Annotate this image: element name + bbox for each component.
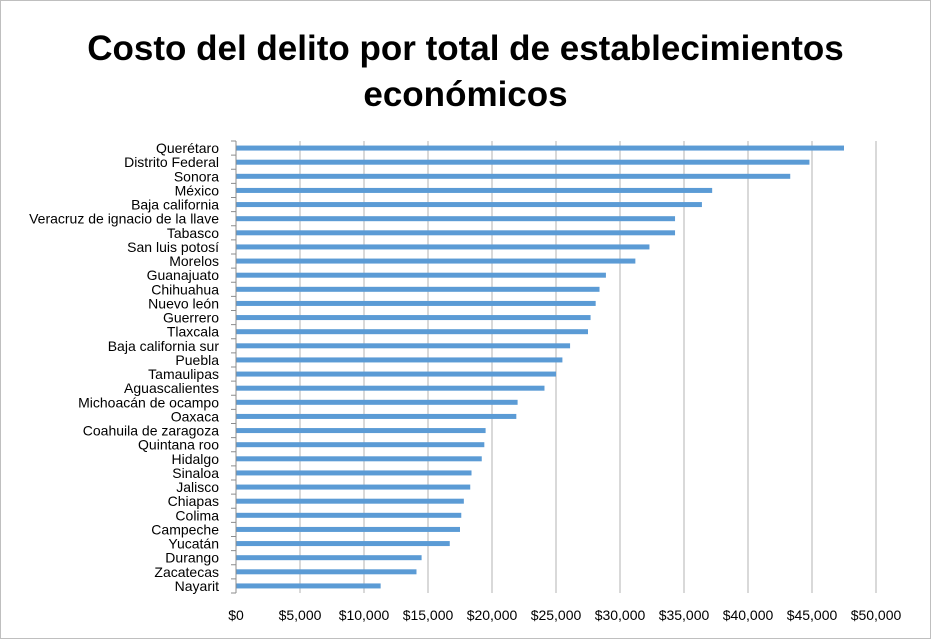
bar — [236, 428, 486, 434]
category-label: Zacatecas — [154, 564, 219, 580]
bar — [236, 272, 606, 278]
bar — [236, 512, 462, 518]
category-label: Tabasco — [167, 225, 219, 241]
bar — [236, 300, 596, 306]
bar — [236, 159, 810, 165]
category-label: Nuevo león — [148, 295, 219, 311]
bar — [236, 583, 381, 589]
bar — [236, 484, 471, 490]
category-label: Coahuila de zaragoza — [83, 423, 219, 439]
category-label: Oaxaca — [171, 408, 219, 424]
bars — [236, 145, 844, 589]
bar — [236, 173, 791, 179]
axes — [231, 140, 237, 594]
category-label: Yucatán — [168, 536, 219, 552]
x-tick-label: $45,000 — [787, 607, 838, 623]
bar — [236, 413, 517, 419]
x-tick-label: $35,000 — [659, 607, 710, 623]
category-label: San luis potosí — [127, 239, 219, 255]
bar — [236, 399, 518, 405]
bar — [236, 541, 450, 547]
category-label: Tlaxcala — [167, 324, 219, 340]
bar — [236, 216, 676, 222]
bar — [236, 442, 485, 448]
category-label: Veracruz de ignacio de la llave — [29, 211, 219, 227]
bar — [236, 145, 844, 151]
category-label: Sonora — [174, 168, 219, 184]
x-tick-label: $5,000 — [279, 607, 322, 623]
category-label: Tamaulipas — [148, 366, 219, 382]
bar — [236, 470, 472, 476]
category-label: Morelos — [169, 253, 219, 269]
category-label: Durango — [165, 550, 219, 566]
category-label: Nayarit — [175, 578, 219, 594]
bar — [236, 230, 676, 236]
bar — [236, 498, 464, 504]
category-label: Colima — [175, 507, 219, 523]
bar — [236, 187, 713, 193]
category-label: México — [175, 182, 220, 198]
bar — [236, 526, 460, 532]
bar — [236, 202, 702, 208]
category-label: Guerrero — [163, 310, 219, 326]
category-label: Sinaloa — [172, 465, 219, 481]
category-label: Campeche — [151, 521, 219, 537]
category-label: Puebla — [175, 352, 219, 368]
bar — [236, 343, 571, 349]
x-tick-label: $15,000 — [403, 607, 454, 623]
category-label: Michoacán de ocampo — [78, 394, 219, 410]
bar — [236, 286, 600, 292]
bar — [236, 329, 588, 335]
x-tick-labels: $0 $5,000 $10,000 $15,000 $20,000 $25,000 $30,… — [228, 607, 901, 623]
category-label: Chihuahua — [151, 281, 219, 297]
bar — [236, 569, 417, 575]
category-label: Chiapas — [168, 493, 219, 509]
bar — [236, 371, 556, 377]
x-tick-label: $50,000 — [851, 607, 902, 623]
x-tick-label: $40,000 — [723, 607, 774, 623]
category-label: Baja california sur — [108, 338, 220, 354]
x-tick-label: $10,000 — [339, 607, 390, 623]
x-tick-label: $30,000 — [595, 607, 646, 623]
bar — [236, 555, 422, 561]
bar — [236, 357, 563, 363]
bar — [236, 385, 545, 391]
bar — [236, 456, 482, 462]
x-tick-label: $25,000 — [531, 607, 582, 623]
bar — [236, 315, 591, 321]
x-tick-label: $20,000 — [467, 607, 518, 623]
category-label: Aguascalientes — [124, 380, 219, 396]
chart-title: Costo del delito por total de establecim… — [87, 29, 844, 114]
category-label: Distrito Federal — [124, 154, 219, 170]
gridlines — [299, 141, 877, 593]
x-tick-label: $0 — [228, 607, 244, 623]
category-label: Hidalgo — [172, 451, 220, 467]
category-label: Querétaro — [156, 140, 219, 156]
bar — [236, 244, 650, 250]
category-label: Baja california — [131, 197, 219, 213]
category-label: Guanajuato — [147, 267, 220, 283]
bar — [236, 258, 636, 264]
category-label: Quintana roo — [138, 437, 219, 453]
category-label: Jalisco — [176, 479, 219, 495]
